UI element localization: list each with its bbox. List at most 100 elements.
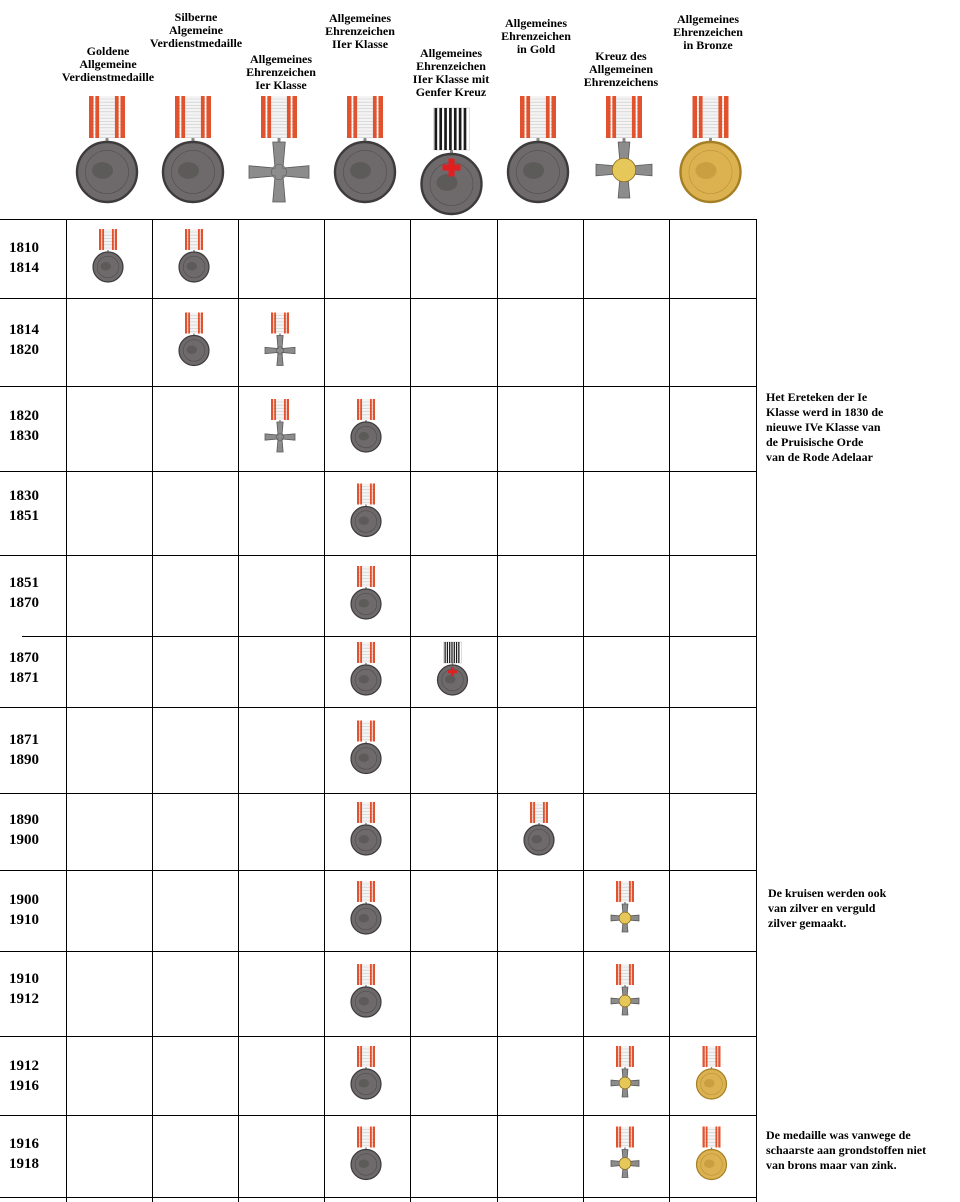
column-header-golden-merit-medal: Goldene Allgemeine Verdienstmedaille — [61, 44, 155, 84]
ribbon — [702, 1126, 721, 1148]
table-cell-medal — [350, 483, 382, 538]
cross-badge — [248, 141, 310, 203]
note-crosses-silver: De kruisen werden ook van zilver en verg… — [768, 886, 887, 930]
table-cell-medal — [350, 720, 382, 775]
ribbon — [616, 1046, 634, 1067]
medal-disc — [695, 1068, 728, 1100]
table-cell-medal — [350, 566, 382, 620]
medal-disc — [350, 421, 382, 453]
ribbon — [357, 399, 375, 420]
header-medals — [75, 96, 742, 216]
row-years: 1830 1851 — [9, 488, 39, 524]
decoration-medal — [350, 720, 382, 775]
decoration-medal — [75, 96, 139, 204]
medal-disc — [695, 1148, 728, 1181]
decoration-medal — [161, 96, 225, 204]
row-years: 1871 1890 — [9, 732, 39, 768]
row-years: 1820 1830 — [9, 408, 39, 444]
ribbon — [520, 96, 556, 138]
geneva-cross — [442, 158, 461, 177]
header-medal — [333, 96, 397, 204]
decoration-cross-gold — [610, 881, 640, 933]
medal-disc — [350, 1148, 382, 1181]
ribbon — [357, 642, 375, 663]
medal-disc — [679, 140, 742, 204]
table-cell-medal — [610, 1126, 640, 1178]
row-years: 1870 1871 — [9, 650, 39, 686]
header-medal — [595, 96, 653, 199]
decoration-cross-gold — [595, 96, 653, 199]
row-years: 1916 1918 — [9, 1136, 39, 1172]
ribbon — [357, 881, 375, 902]
table-cell-medal — [178, 229, 210, 283]
medal-disc — [161, 140, 225, 204]
ribbon — [443, 641, 462, 664]
ribbon — [261, 96, 297, 138]
header-medal — [420, 107, 483, 216]
row-years: 1851 1870 — [9, 575, 39, 611]
medal-disc — [350, 1068, 382, 1100]
medal-disc — [420, 152, 483, 216]
column-header-cross-of-honour-badge: Kreuz des Allgemeinen Ehrenzeichens — [583, 49, 659, 89]
medal-disc — [350, 664, 382, 696]
table-cell-medal — [350, 399, 382, 453]
decoration-medal-bronze — [695, 1126, 728, 1181]
column-header-honour-badge-1st-class: Allgemeines Ehrenzeichen Ier Klasse — [246, 52, 316, 92]
ribbon — [89, 96, 125, 138]
medal-disc — [523, 824, 555, 856]
decoration-medal — [350, 1046, 382, 1100]
cross-badge — [264, 421, 296, 453]
decoration-medal — [350, 1126, 382, 1181]
cross-badge — [610, 1149, 640, 1178]
ribbon — [702, 1046, 721, 1067]
table-cell-medal — [436, 641, 469, 696]
decoration-medal — [178, 312, 210, 367]
table-cell-medal — [610, 881, 640, 933]
ribbon — [271, 399, 289, 420]
ribbon — [185, 229, 203, 250]
column-header-honour-badge-2nd-class: Allgemeines Ehrenzeichen IIer Klasse — [325, 11, 395, 51]
ribbon — [616, 964, 634, 985]
ribbon — [692, 96, 729, 138]
ribbon — [357, 1126, 375, 1148]
decoration-medal — [350, 566, 382, 620]
decoration-cross — [264, 312, 296, 366]
decoration-medal — [350, 881, 382, 935]
decoration-cross-gold — [610, 1126, 640, 1178]
medal-disc — [506, 140, 570, 204]
ribbon — [616, 1126, 634, 1148]
cross-badge — [610, 903, 640, 933]
ribbon — [357, 720, 375, 742]
row-years: 1900 1910 — [9, 892, 39, 928]
ribbon — [606, 96, 642, 138]
decoration-medal-bronze — [679, 96, 742, 204]
medal-disc — [350, 505, 382, 538]
decoration-medal — [333, 96, 397, 204]
column-header-silver-merit-medal: Silberne Algemeine Verdienstmedaille — [149, 10, 243, 50]
decoration-medal — [178, 229, 210, 283]
header-medal — [75, 96, 139, 204]
row-years: 1814 1820 — [9, 322, 39, 358]
cross-badge — [264, 335, 296, 366]
table-cell-medal — [178, 312, 210, 367]
table-cell-medal — [350, 802, 382, 856]
geneva-cross — [448, 667, 457, 677]
decoration-medal-bronze — [695, 1046, 728, 1100]
header-medal — [679, 96, 742, 204]
table-cell-medal — [695, 1126, 728, 1181]
header-medal — [161, 96, 225, 204]
medal-disc — [178, 334, 210, 367]
medal-disc — [350, 588, 382, 620]
medal-disc — [350, 742, 382, 775]
ribbon — [357, 1046, 375, 1067]
grid-lines — [0, 219, 757, 1202]
medal-disc — [333, 140, 397, 204]
row-years: 1810 1814 — [9, 240, 39, 276]
ribbon — [185, 312, 203, 334]
decoration-medal — [350, 483, 382, 538]
ribbon — [347, 96, 383, 138]
ribbon — [99, 229, 117, 250]
table-cell-medal — [523, 802, 555, 856]
